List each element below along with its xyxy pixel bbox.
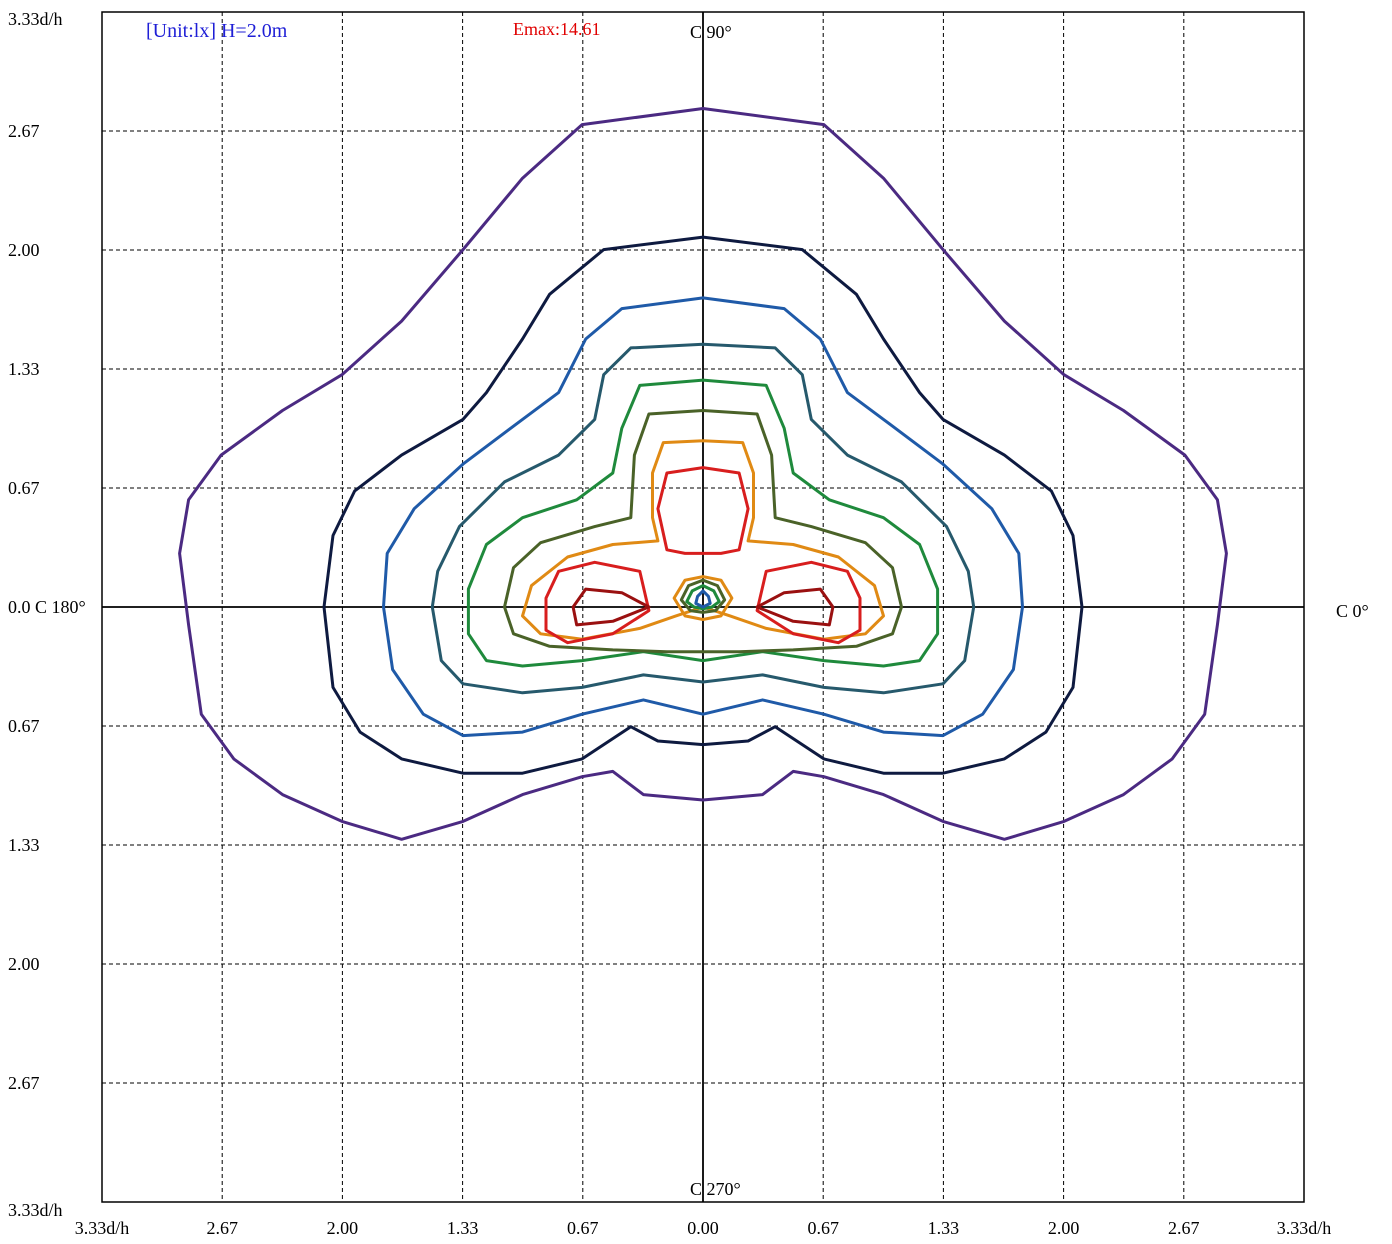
x-tick-label: 0.67: [807, 1218, 839, 1238]
isolux-contour-line: [755, 560, 862, 645]
unit-label: [Unit:lx] H=2.0m: [146, 20, 288, 42]
y-tick-label: 1.33: [8, 835, 40, 855]
isolux-contour-line: [755, 587, 835, 627]
contour-lines: [178, 107, 1228, 841]
c270-label: C 270°: [690, 1179, 741, 1199]
isolux-contour-line: [466, 378, 940, 668]
x-tick-label: 2.67: [1168, 1218, 1200, 1238]
y-tick-label: 2.00: [8, 954, 40, 974]
x-tick-label: 2.00: [1048, 1218, 1080, 1238]
isolux-contour-line: [571, 587, 651, 627]
grid-lines: [102, 12, 1304, 1202]
c0-label: C 0°: [1336, 601, 1369, 621]
isolux-contour-line: [694, 589, 712, 609]
x-tick-label: 2.00: [327, 1218, 359, 1238]
x-tick-label: 1.33: [447, 1218, 479, 1238]
c180-label: 0.0 C 180°: [8, 597, 86, 617]
isolux-contour-line: [503, 409, 903, 654]
isolux-contour-line: [672, 575, 734, 621]
x-tick-label: 1.33: [928, 1218, 960, 1238]
emax-label: Emax:14.61: [513, 19, 601, 39]
y-tick-label: 2.00: [8, 240, 40, 260]
x-tick-labels: 3.33d/h 2.67 2.00 1.33 0.67 0.00 0.67 1.33 2.00 2…: [75, 1218, 1332, 1238]
x-tick-label: 0.00: [687, 1218, 719, 1238]
isolux-contour-line: [656, 466, 750, 555]
y-tick-labels: 3.33d/h 2.67 2.00 1.33 0.67 0.0 C 180° 0.67 1.3…: [8, 9, 86, 1220]
x-tick-label: 2.67: [206, 1218, 238, 1238]
y-tick-label: 0.67: [8, 716, 40, 736]
y-tick-label: 3.33d/h: [8, 9, 63, 29]
isolux-contour-line: [544, 560, 651, 645]
isolux-contour-line: [685, 584, 721, 611]
x-tick-label: 0.67: [567, 1218, 599, 1238]
y-tick-label: 3.33d/h: [8, 1200, 63, 1220]
x-tick-label: 3.33d/h: [1277, 1218, 1332, 1238]
x-tick-label: 3.33d/h: [75, 1218, 130, 1238]
isolux-contour-line: [679, 578, 727, 614]
isolux-contour-line: [178, 107, 1228, 841]
isolux-contour-line: [322, 235, 1084, 775]
c90-label: C 90°: [690, 22, 732, 42]
y-tick-label: 0.67: [8, 478, 40, 498]
isolux-contour-line: [430, 342, 976, 695]
isolux-contour-line: [382, 296, 1024, 738]
y-tick-label: 2.67: [8, 1073, 40, 1093]
y-tick-label: 2.67: [8, 121, 40, 141]
y-tick-label: 1.33: [8, 359, 40, 379]
